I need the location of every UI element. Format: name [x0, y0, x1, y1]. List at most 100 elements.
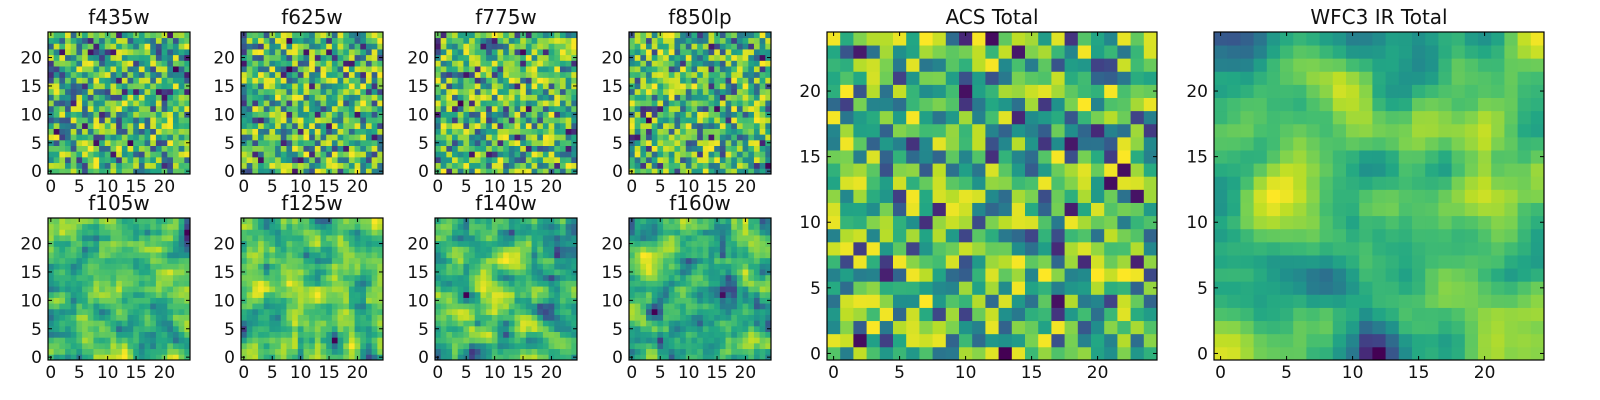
heatmap-cell — [48, 274, 55, 281]
heatmap-cell — [680, 66, 687, 73]
heatmap-cell — [548, 54, 555, 61]
heatmap-cell — [497, 308, 504, 315]
heatmap-cell — [480, 122, 487, 129]
heatmap-cell — [559, 263, 567, 270]
heatmap-cell — [565, 235, 572, 242]
heatmap-cell — [685, 37, 692, 44]
heatmap-cell — [685, 105, 692, 112]
heatmap-cell — [116, 240, 123, 247]
heatmap-cell — [155, 54, 162, 61]
heatmap-cell — [668, 105, 675, 112]
heatmap-cell — [514, 54, 521, 61]
heatmap-cell — [178, 88, 185, 95]
heatmap-cell — [314, 60, 321, 67]
heatmap-cell — [104, 37, 111, 44]
heatmap-cell — [753, 32, 761, 39]
heatmap-cell — [708, 134, 715, 141]
heatmap-cell — [110, 229, 117, 236]
heatmap-cell — [525, 280, 532, 287]
heatmap-cell — [463, 246, 470, 253]
heatmap-cell — [640, 49, 647, 56]
heatmap-cell — [104, 348, 111, 355]
heatmap-cell — [548, 151, 555, 158]
heatmap-cell — [691, 88, 698, 95]
heatmap-cell — [663, 88, 670, 95]
heatmap-cell — [646, 308, 653, 315]
heatmap-cell — [435, 134, 442, 141]
heatmap-cell — [668, 128, 675, 135]
heatmap-cell — [565, 156, 572, 164]
heatmap-cell — [371, 235, 378, 242]
heatmap-cell — [736, 134, 743, 141]
heatmap-cell — [537, 151, 544, 158]
heatmap-cell — [127, 37, 134, 44]
heatmap-cell — [303, 280, 310, 287]
heatmap-cell — [167, 354, 174, 361]
heatmap-cell — [480, 337, 487, 344]
heatmap-cell — [525, 286, 532, 293]
heatmap-cell — [59, 286, 66, 293]
heatmap-cell — [486, 308, 493, 315]
heatmap-cell — [121, 49, 128, 56]
heatmap-cell — [360, 246, 367, 253]
heatmap-cell — [537, 274, 544, 281]
heatmap-cell — [365, 83, 373, 90]
heatmap-cell — [640, 32, 647, 39]
heatmap-cell — [161, 105, 168, 112]
heatmap-cell — [309, 286, 316, 293]
heatmap-cell — [691, 320, 698, 327]
heatmap-cell — [178, 100, 185, 107]
heatmap-cell — [309, 342, 316, 350]
heatmap-cell — [314, 156, 321, 164]
x-tick-label: 5 — [267, 177, 278, 197]
x-tick-label: 15 — [125, 363, 147, 383]
heatmap-cell — [343, 218, 350, 225]
heatmap-cell — [246, 117, 253, 124]
heatmap-cell — [59, 325, 66, 332]
heatmap-cell — [110, 49, 117, 56]
heatmap-cell — [48, 263, 55, 270]
heatmap-cell — [571, 342, 578, 350]
heatmap-cell — [474, 94, 481, 101]
heatmap-cell — [309, 105, 316, 112]
heatmap-cell — [708, 303, 715, 310]
heatmap-cell — [280, 257, 287, 264]
heatmap-cell — [326, 286, 333, 293]
heatmap-cell — [657, 94, 664, 101]
heatmap-cell — [331, 246, 338, 253]
heatmap-cell — [161, 291, 168, 298]
heatmap-cell — [371, 134, 378, 141]
heatmap-cell — [292, 320, 299, 327]
heatmap-cell — [314, 252, 321, 259]
heatmap-cell — [537, 314, 544, 321]
heatmap-cell — [657, 128, 664, 135]
heatmap-cell — [354, 71, 361, 78]
heatmap-cell — [668, 60, 675, 67]
heatmap-cell — [480, 66, 487, 73]
heatmap-cell — [463, 331, 470, 338]
heatmap-cell — [452, 354, 459, 361]
y-tick-label: 20 — [407, 235, 429, 255]
heatmap-cell — [571, 274, 578, 281]
heatmap-cell — [309, 291, 316, 298]
heatmap-cell — [525, 49, 532, 56]
heatmap-cell — [531, 66, 538, 73]
heatmap-cell — [554, 297, 561, 304]
heatmap-cell — [559, 303, 567, 310]
heatmap-cell — [725, 134, 732, 141]
heatmap-cell — [314, 223, 321, 230]
heatmap-cell — [275, 88, 282, 95]
x-tick-label: 15 — [512, 363, 534, 383]
heatmap-cell — [736, 32, 743, 39]
heatmap-cell — [263, 342, 270, 350]
heatmap-cell — [331, 43, 338, 50]
heatmap-cell — [116, 83, 123, 90]
heatmap-cell — [87, 168, 94, 175]
heatmap-cell — [651, 60, 658, 67]
heatmap-cell — [651, 325, 658, 332]
heatmap-cell — [702, 32, 709, 39]
heatmap-cell — [280, 32, 287, 39]
heatmap-cell — [497, 303, 504, 310]
heatmap-cell — [565, 263, 572, 270]
heatmap-cell — [263, 354, 270, 361]
